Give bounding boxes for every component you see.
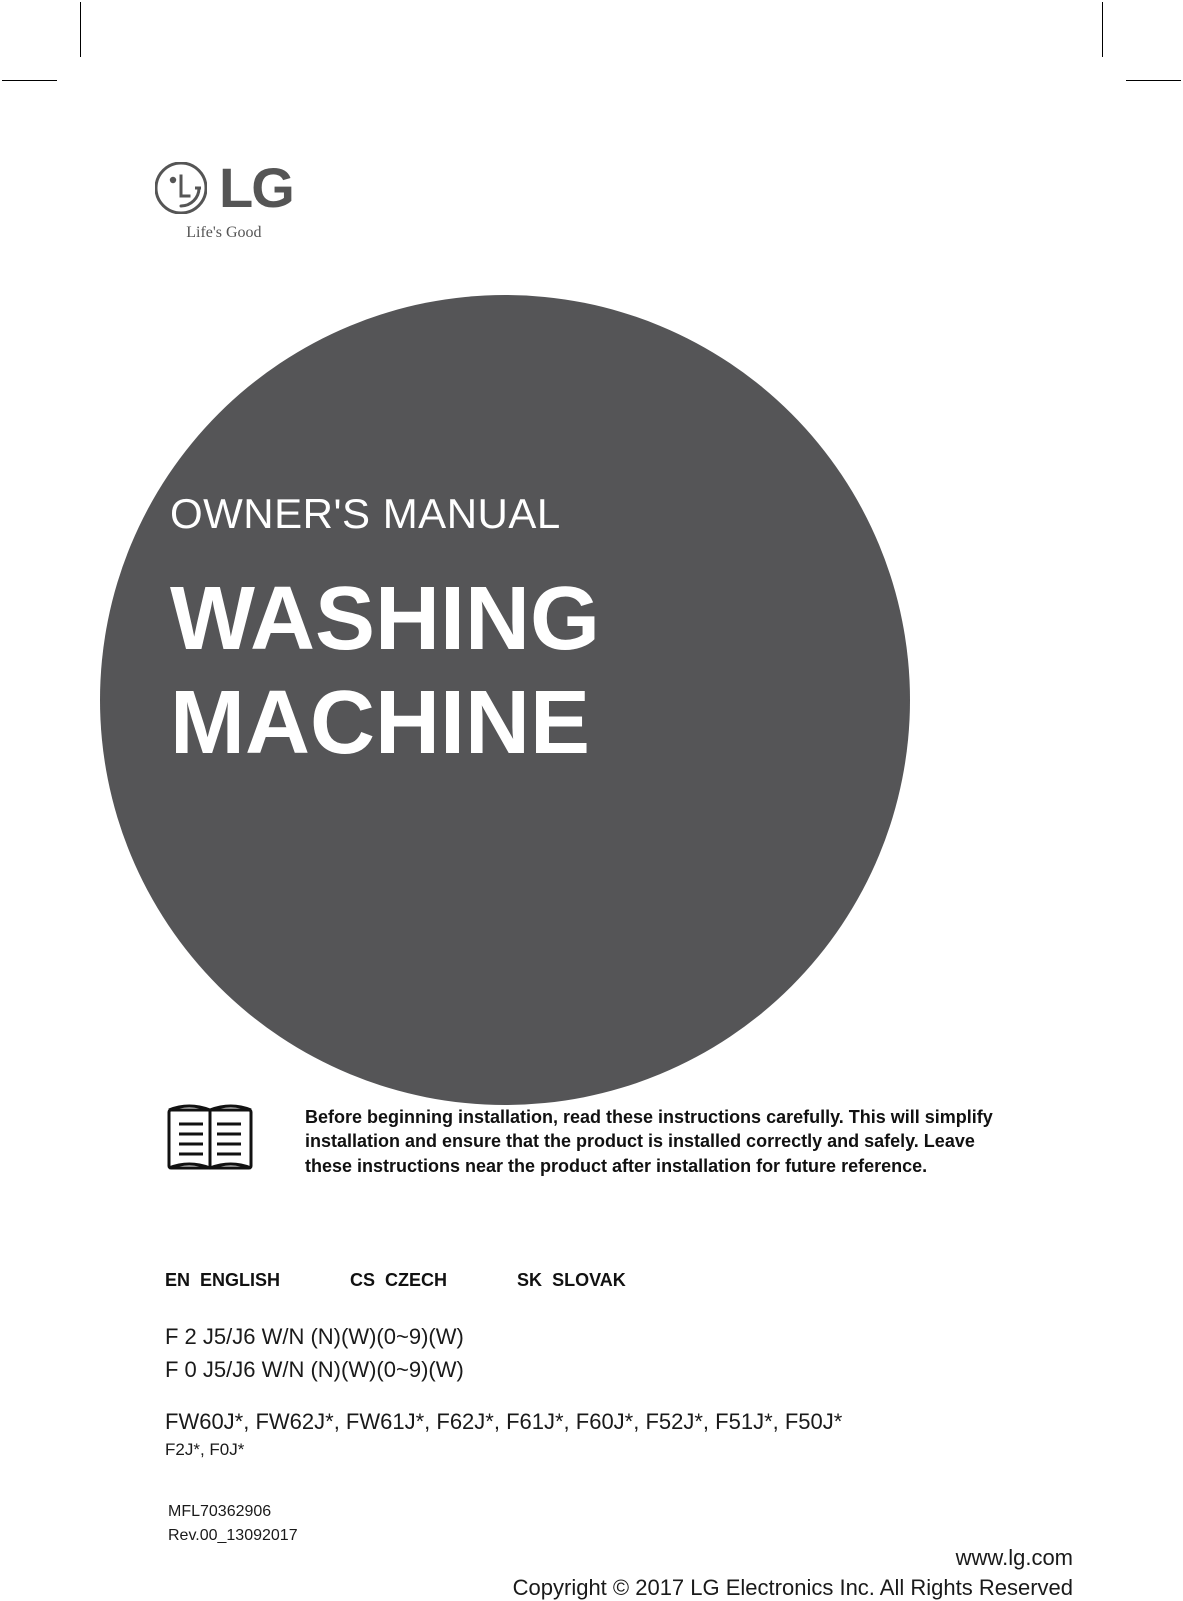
crop-mark — [80, 2, 81, 57]
manual-cover-page: LG Life's Good OWNER'S MANUAL WASHING MA… — [0, 0, 1183, 1600]
lang-en: EN ENGLISH — [165, 1270, 280, 1291]
lang-code: SK — [517, 1270, 542, 1291]
website-url: www.lg.com — [956, 1545, 1073, 1571]
lang-code: CS — [350, 1270, 375, 1291]
document-info: MFL70362906 Rev.00_13092017 — [168, 1500, 298, 1548]
crop-mark — [1102, 2, 1103, 57]
language-list: EN ENGLISH CS CZECH SK SLOVAK — [165, 1270, 626, 1291]
crop-mark — [1126, 80, 1181, 81]
revision: Rev.00_13092017 — [168, 1524, 298, 1548]
lang-code: EN — [165, 1270, 190, 1291]
hero-subtitle: OWNER'S MANUAL — [170, 490, 600, 538]
lg-brand-text: LG — [219, 155, 293, 220]
model-list-line: FW60J*, FW62J*, FW61J*, F62J*, F61J*, F6… — [165, 1405, 842, 1438]
hero-title-line2: MACHINE — [170, 672, 600, 776]
installation-notice: Before beginning installation, read thes… — [305, 1105, 1005, 1178]
hero-title-line1: WASHING — [170, 568, 600, 672]
model-pattern-block: F 2 J5/J6 W/N (N)(W)(0~9)(W) F 0 J5/J6 W… — [165, 1320, 464, 1386]
hero-text-block: OWNER'S MANUAL WASHING MACHINE — [170, 490, 600, 775]
part-number: MFL70362906 — [168, 1500, 298, 1524]
model-pattern-line: F 2 J5/J6 W/N (N)(W)(0~9)(W) — [165, 1320, 464, 1353]
lang-name: CZECH — [385, 1270, 447, 1291]
hero-title: WASHING MACHINE — [170, 568, 600, 775]
lg-tagline: Life's Good — [186, 224, 261, 242]
crop-mark — [2, 80, 57, 81]
open-book-icon — [165, 1100, 255, 1180]
lang-cs: CS CZECH — [350, 1270, 447, 1291]
lang-sk: SK SLOVAK — [517, 1270, 626, 1291]
lg-face-icon — [155, 162, 207, 214]
copyright-line: Copyright © 2017 LG Electronics Inc. All… — [513, 1575, 1073, 1601]
lang-name: ENGLISH — [200, 1270, 280, 1291]
lang-name: SLOVAK — [552, 1270, 626, 1291]
model-list-line: F2J*, F0J* — [165, 1440, 244, 1460]
lg-logo: LG Life's Good — [155, 155, 293, 242]
model-pattern-line: F 0 J5/J6 W/N (N)(W)(0~9)(W) — [165, 1353, 464, 1386]
